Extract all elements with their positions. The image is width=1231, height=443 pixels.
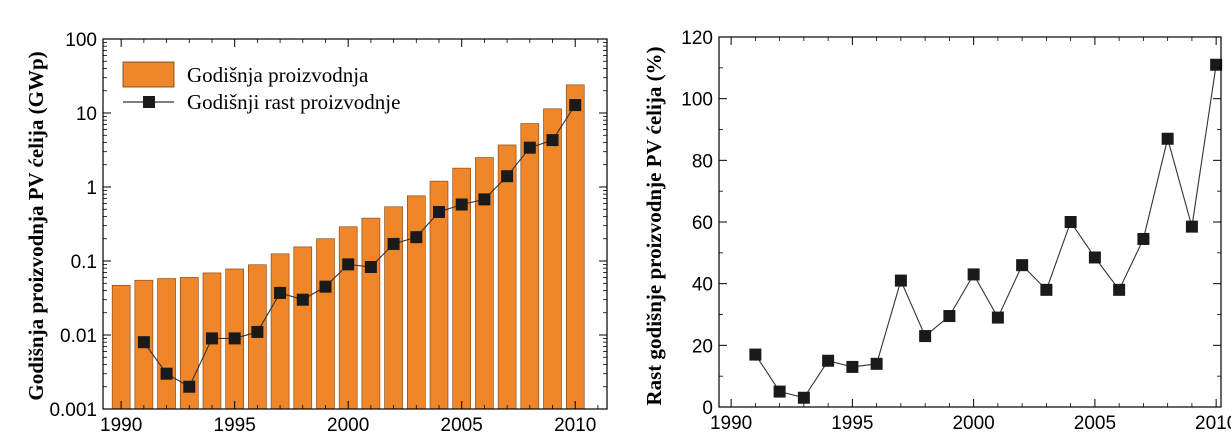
y-tick-label: 20: [692, 336, 713, 357]
growth-percent-marker: [1137, 232, 1150, 245]
y-tick-label: 0.01: [60, 326, 97, 347]
growth-line: [137, 99, 582, 393]
legend-bar-swatch: [122, 61, 175, 88]
growth-marker: [523, 141, 536, 154]
growth-percent-marker: [1161, 132, 1174, 145]
y-tick-label: 1: [86, 178, 97, 199]
growth-marker: [160, 367, 173, 380]
legend-entry-growth: Godišnji rast proizvodnje: [187, 90, 400, 114]
production-bar: [565, 84, 585, 410]
y-tick-label: 0.001: [49, 400, 97, 421]
growth-marker: [364, 260, 377, 273]
growth-percent-marker: [1113, 283, 1126, 296]
growth-marker: [137, 336, 150, 349]
production-bar: [384, 206, 403, 410]
x-tick-label: 2010: [1195, 413, 1231, 434]
y-tick-label: 100: [681, 90, 713, 111]
growth-percent-marker: [943, 310, 956, 323]
production-bar: [111, 284, 131, 410]
production-bar: [157, 278, 176, 410]
y-tick-label: 10: [76, 104, 97, 125]
growth-marker: [274, 286, 287, 299]
production-bars: [111, 84, 585, 410]
production-bar: [520, 123, 540, 410]
growth-marker: [342, 258, 355, 271]
growth-percent-marker: [1088, 251, 1101, 264]
x-tick-label: 2000: [327, 415, 369, 436]
growth-marker: [387, 237, 400, 250]
right-plot-frame: [718, 36, 1222, 408]
x-tick-label: 1995: [214, 415, 256, 436]
growth-percent-marker: [749, 348, 762, 361]
y-tick-label: 40: [692, 275, 713, 296]
x-tick-label: 1990: [710, 413, 752, 434]
growth-percent-marker: [1016, 259, 1029, 272]
growth-percent-marker: [870, 357, 883, 370]
x-tick-label: 2010: [554, 415, 596, 436]
production-bar: [406, 195, 426, 410]
growth-marker: [569, 99, 582, 112]
growth-percent-line: [749, 58, 1223, 404]
production-bar: [361, 217, 381, 410]
growth-percent-marker: [1210, 58, 1223, 71]
y-tick-label: 80: [692, 151, 713, 172]
y-tick-label: 60: [692, 213, 713, 234]
growth-marker: [501, 170, 514, 183]
growth-percent-marker: [797, 391, 810, 404]
growth-percent-marker: [773, 385, 786, 398]
production-bar: [338, 226, 358, 410]
production-bar: [543, 108, 562, 410]
growth-marker: [546, 134, 559, 147]
right-axis-ticks: 1990 1995 2000 2005 2010 0 20 40 60 80 100 120: [681, 28, 1231, 434]
production-bar: [316, 238, 335, 410]
growth-percent-series-line: [754, 64, 1217, 399]
x-tick-label: 2000: [952, 413, 994, 434]
growth-marker: [410, 231, 423, 244]
growth-marker: [433, 205, 445, 218]
x-tick-label: 1995: [831, 413, 873, 434]
right-y-axis-label: Rast godišnje proizvodnje PV ćelija (%): [642, 46, 666, 405]
growth-percent-marker: [846, 360, 859, 373]
growth-percent-marker: [1064, 216, 1077, 228]
y-tick-label: 0.1: [71, 252, 97, 273]
growth-marker: [455, 198, 468, 211]
growth-marker: [296, 293, 309, 306]
growth-percent-marker: [919, 330, 932, 343]
production-bar: [293, 246, 313, 410]
left-plot-frame: [102, 38, 608, 410]
growth-marker: [183, 380, 196, 393]
legend-marker-swatch: [143, 96, 155, 108]
growth-marker: [478, 193, 491, 206]
left-axis-ticks: 1990 1995 2000 2005 2010 0.001 0.01 0.1 1 10 100: [49, 30, 607, 436]
growth-marker: [228, 332, 241, 345]
legend-entry-production: Godišnja proizvodnja: [187, 63, 369, 87]
x-tick-label: 1990: [100, 415, 142, 436]
growth-percent-marker: [1185, 220, 1198, 233]
x-tick-label: 2005: [441, 415, 483, 436]
production-bar: [270, 253, 290, 410]
y-tick-label: 0: [702, 398, 713, 419]
growth-percent-marker: [894, 274, 907, 287]
growth-percentage-chart: Rast godišnje proizvodnje PV ćelija (%) …: [642, 28, 1231, 434]
growth-percent-marker: [991, 311, 1004, 324]
growth-marker: [251, 325, 264, 338]
growth-percent-marker: [822, 354, 835, 367]
y-tick-label: 100: [65, 30, 97, 51]
left-y-axis-label: Godišnja proizvodnja PV ćelija (GWp): [24, 51, 48, 400]
growth-percent-marker: [1040, 283, 1053, 296]
growth-percent-marker: [967, 268, 980, 281]
growth-marker: [205, 332, 218, 345]
annual-production-chart: Godišnja proizvodnja PV ćelija (GWp) 199…: [24, 30, 608, 436]
y-tick-label: 120: [681, 28, 713, 49]
x-tick-label: 2005: [1074, 413, 1116, 434]
production-bar: [497, 144, 517, 410]
growth-marker: [319, 280, 332, 293]
legend: Godišnja proizvodnja Godišnji rast proiz…: [122, 61, 400, 114]
